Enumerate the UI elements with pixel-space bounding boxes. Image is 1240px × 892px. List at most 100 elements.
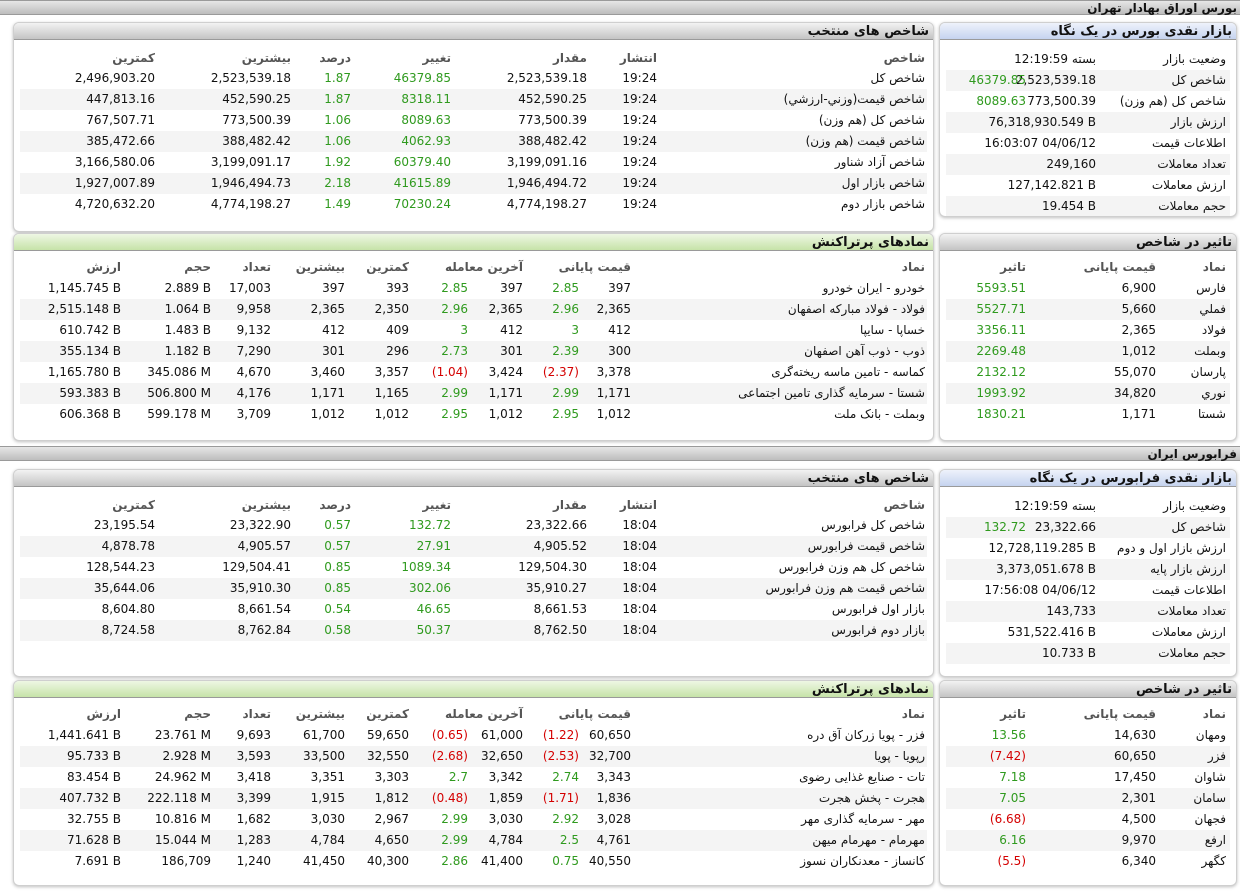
glance-row[interactable] — [946, 517, 1230, 538]
glance-row[interactable] — [946, 154, 1230, 175]
active-row-close_ch: (2.37) — [542, 365, 579, 379]
impact-row[interactable] — [946, 746, 1230, 767]
impact-row[interactable] — [946, 788, 1230, 809]
active-row-volume: 222.118 M — [147, 791, 211, 805]
index-row-change: 1089.34 — [401, 560, 451, 574]
index-row-low: 23,195.54 — [93, 518, 155, 532]
impact-row-impact: (5.5) — [997, 854, 1026, 868]
active-row-volume: 23.761 M — [154, 728, 211, 742]
index-row[interactable] — [20, 194, 927, 215]
index-row[interactable] — [20, 536, 927, 557]
index-row[interactable] — [20, 68, 927, 89]
active-row[interactable] — [20, 278, 927, 299]
impact-row[interactable] — [946, 341, 1230, 362]
index-row-change: 8089.63 — [401, 113, 451, 127]
active-row[interactable] — [20, 830, 927, 851]
active-row[interactable] — [20, 788, 927, 809]
active-row-last_ch: 2.7 — [448, 770, 468, 784]
glance-row-value: 16:03:07 04/06/12 — [984, 136, 1096, 150]
index-row-name: شاخص قیمت فرابورس — [807, 539, 925, 553]
impact-row[interactable] — [946, 809, 1230, 830]
tehran-impact-panel: تاثیر در شاخص نماد قیمت پایانی تاثیر فارس 6,… — [939, 233, 1237, 441]
active-row[interactable] — [20, 746, 927, 767]
index-row-value: 129,504.30 — [518, 560, 587, 574]
index-row-value: 3,199,091.16 — [506, 155, 587, 169]
index-row-percent: 1.87 — [324, 71, 351, 85]
index-row-change: 41615.89 — [393, 176, 451, 190]
active-row[interactable] — [20, 299, 927, 320]
impact-row-symbol: فولاد — [1201, 323, 1226, 337]
active-row-volume: 24.962 M — [154, 770, 211, 784]
index-row-percent: 1.06 — [324, 113, 351, 127]
index-row-percent: 1.92 — [324, 155, 351, 169]
index-row-name: شاخص قیمت هم وزن فرابورس — [765, 581, 925, 595]
active-row-close_ch: 2.74 — [552, 770, 579, 784]
active-row-close: 3,343 — [596, 770, 631, 784]
index-row-time: 18:04 — [622, 602, 657, 616]
glance-row-label: تعداد معاملات — [1157, 604, 1226, 618]
index-row-low: 2,496,903.20 — [74, 71, 155, 85]
index-row-percent: 0.57 — [324, 539, 351, 553]
index-row[interactable] — [20, 110, 927, 131]
active-row-close: 3,028 — [596, 812, 631, 826]
index-row[interactable] — [20, 152, 927, 173]
impact-row[interactable] — [946, 767, 1230, 788]
active-row[interactable] — [20, 383, 927, 404]
glance-row-value: 17:56:08 04/06/12 — [984, 583, 1096, 597]
impact-row-symbol: ومهان — [1195, 728, 1226, 742]
impact-row[interactable] — [946, 830, 1230, 851]
glance-row[interactable] — [946, 196, 1230, 216]
active-row[interactable] — [20, 341, 927, 362]
glance-row-label: ارزش معاملات — [1151, 178, 1226, 192]
glance-row[interactable] — [946, 559, 1230, 580]
column-header-impact: تاثیر — [1000, 260, 1026, 274]
index-row-name: بازار دوم فرابورس — [831, 623, 925, 637]
active-row-symbol: وبملت - بانک ملت — [834, 407, 925, 421]
index-row-value: 388,482.42 — [518, 134, 587, 148]
impact-row-impact: 1830.21 — [976, 407, 1026, 421]
glance-row[interactable] — [946, 601, 1230, 622]
active-row-last_ch: 2.96 — [441, 302, 468, 316]
glance-row[interactable] — [946, 643, 1230, 664]
column-header-value: ارزش — [86, 707, 122, 721]
index-row-change: 46.65 — [416, 602, 451, 616]
glance-row[interactable] — [946, 112, 1230, 133]
impact-row[interactable] — [946, 725, 1230, 746]
index-row-high: 8,762.84 — [237, 623, 291, 637]
glance-row[interactable] — [946, 70, 1230, 91]
column-header-name: شاخص — [883, 51, 925, 65]
impact-row-impact: (6.68) — [989, 812, 1026, 826]
active-row-value: 71.628 B — [66, 833, 121, 847]
active-row-count: 9,693 — [236, 728, 271, 742]
column-header-change: تغییر — [422, 498, 451, 512]
index-row-time: 19:24 — [622, 155, 657, 169]
glance-row-value: 2,523,539.18 — [1015, 73, 1096, 87]
active-row-low: 59,650 — [367, 728, 409, 742]
impact-row[interactable] — [946, 299, 1230, 320]
impact-row-close: 1,012 — [1121, 344, 1156, 358]
glance-row-value: 3,373,051.678 B — [996, 562, 1096, 576]
column-header-low: کمترین — [366, 707, 409, 721]
glance-row-change: 132.72 — [984, 520, 1026, 534]
column-header-time: انتشار — [619, 51, 657, 65]
index-row[interactable] — [20, 599, 927, 620]
active-row[interactable] — [20, 851, 927, 872]
active-row[interactable] — [20, 320, 927, 341]
index-row-low: 447,813.16 — [86, 92, 155, 106]
active-row-close_ch: 2.92 — [552, 812, 579, 826]
index-row-change: 46379.85 — [393, 71, 451, 85]
impact-row-close: 14,630 — [1114, 728, 1156, 742]
index-row[interactable] — [20, 173, 927, 194]
impact-row[interactable] — [946, 851, 1230, 872]
active-row-last_ch: 2.86 — [441, 854, 468, 868]
glance-row-value: 19.454 B — [1041, 199, 1096, 213]
active-row-volume: 15.044 M — [154, 833, 211, 847]
impact-row[interactable] — [946, 383, 1230, 404]
index-row[interactable] — [20, 620, 927, 641]
index-row-time: 18:04 — [622, 560, 657, 574]
index-row[interactable] — [20, 89, 927, 110]
index-row[interactable] — [20, 131, 927, 152]
index-row[interactable] — [20, 578, 927, 599]
index-row[interactable] — [20, 515, 927, 536]
impact-row-symbol: فارس — [1196, 281, 1226, 295]
